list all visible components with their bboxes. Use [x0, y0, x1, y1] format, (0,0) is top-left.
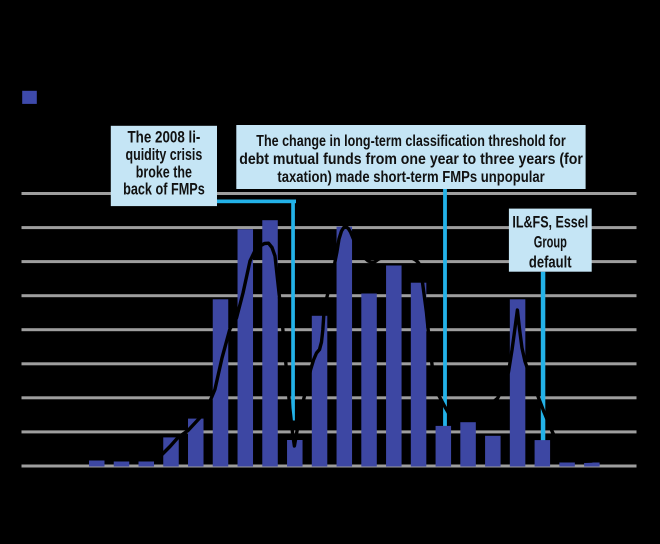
svg-text:debt mutual funds from one yea: debt mutual funds from one year to three…: [239, 151, 583, 168]
svg-text:The change in long-term classi: The change in long-term classification t…: [256, 133, 565, 150]
svg-text:back of FMPs: back of FMPs: [123, 180, 205, 199]
svg-text:quidity crisis: quidity crisis: [126, 145, 203, 164]
svg-text:broke the: broke the: [136, 162, 192, 181]
svg-text:Group: Group: [534, 232, 567, 251]
svg-text:default: default: [529, 252, 572, 271]
svg-text:The 2008 li-: The 2008 li-: [128, 128, 201, 147]
svg-text:taxation) made short-term FMPs: taxation) made short-term FMPs unpopular: [277, 169, 544, 186]
svg-text:IL&FS, Essel: IL&FS, Essel: [512, 212, 588, 231]
